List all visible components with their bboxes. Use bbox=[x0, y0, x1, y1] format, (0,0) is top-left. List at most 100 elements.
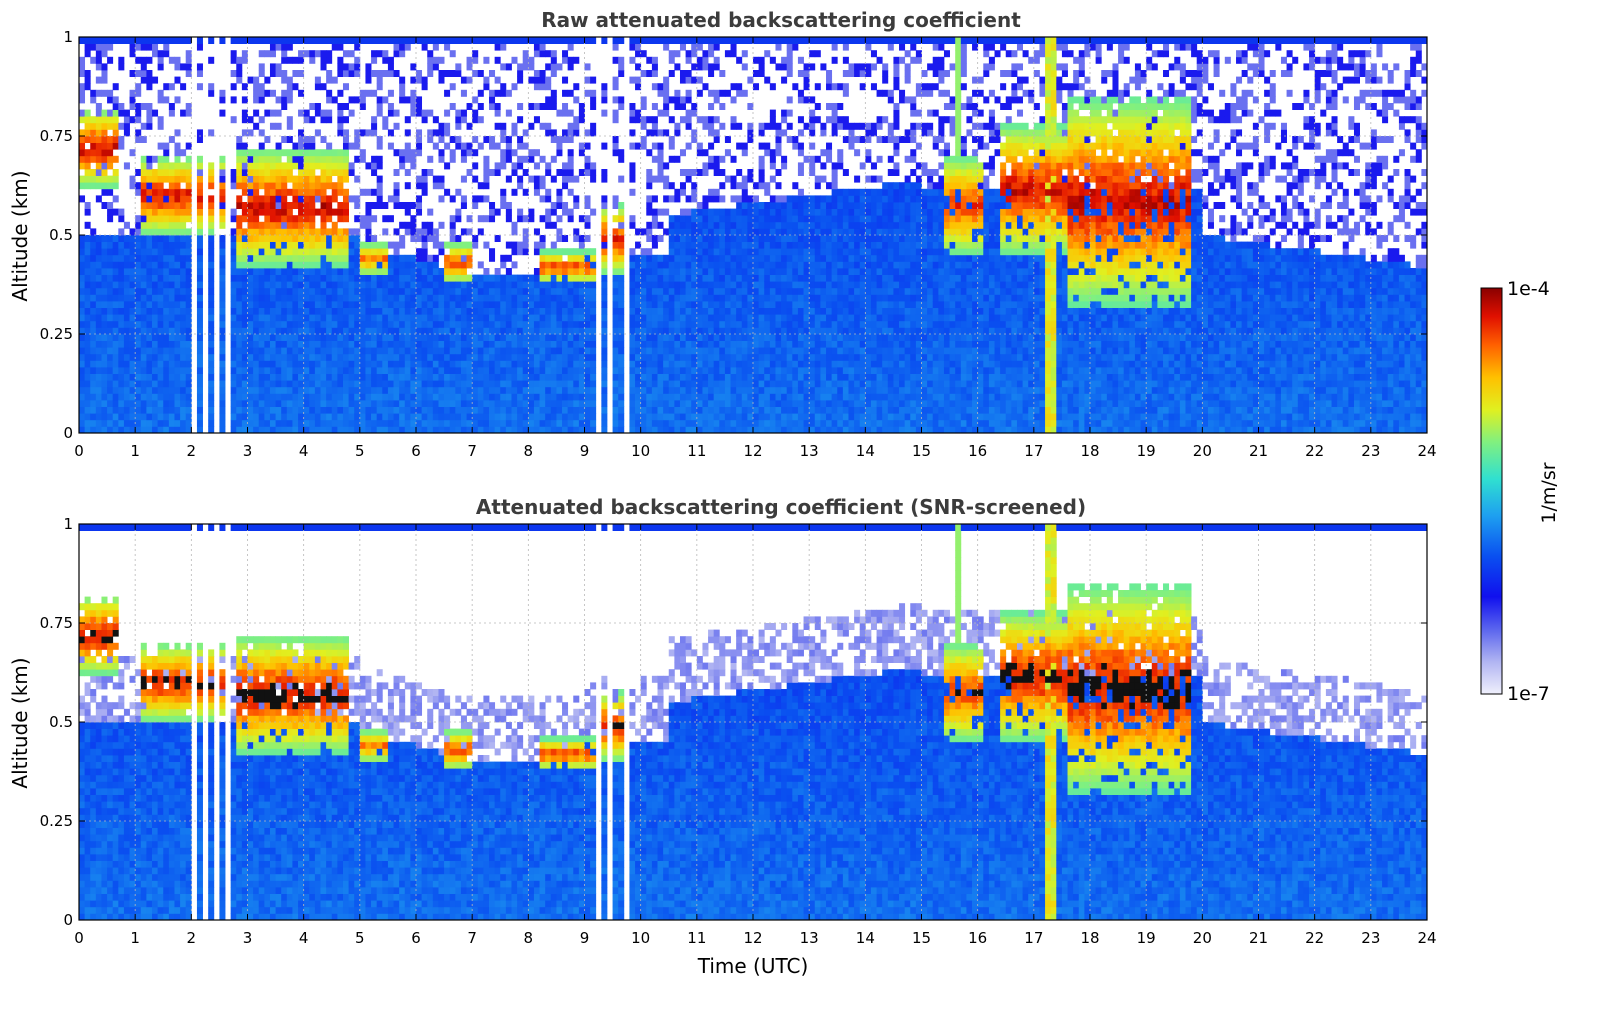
heatmap-cell bbox=[371, 156, 377, 163]
heatmap-cell bbox=[601, 327, 607, 334]
heatmap-cell bbox=[236, 288, 242, 295]
heatmap-cell bbox=[680, 334, 686, 341]
heatmap-cell bbox=[680, 301, 686, 308]
heatmap-cell bbox=[248, 209, 254, 216]
heatmap-cell bbox=[276, 261, 282, 268]
heatmap-cell bbox=[180, 37, 186, 44]
heatmap-cell bbox=[506, 37, 512, 44]
heatmap-cell bbox=[545, 308, 551, 315]
heatmap-cell bbox=[101, 347, 107, 354]
heatmap-cell bbox=[573, 57, 579, 64]
heatmap-cell bbox=[556, 281, 562, 288]
heatmap-cell bbox=[146, 209, 152, 216]
heatmap-cell bbox=[326, 209, 332, 216]
heatmap-cell bbox=[444, 301, 450, 308]
heatmap-cell bbox=[253, 255, 259, 262]
heatmap-cell bbox=[309, 288, 315, 295]
heatmap-cell bbox=[281, 374, 287, 381]
heatmap-cell bbox=[270, 195, 276, 202]
heatmap-cell bbox=[691, 255, 697, 262]
heatmap-cell bbox=[697, 288, 703, 295]
heatmap-cell bbox=[287, 393, 293, 400]
heatmap-cell bbox=[253, 202, 259, 209]
heatmap-cell bbox=[629, 261, 635, 268]
heatmap-cell bbox=[360, 393, 366, 400]
heatmap-cell bbox=[298, 374, 304, 381]
heatmap-cell bbox=[276, 288, 282, 295]
heatmap-cell bbox=[708, 242, 714, 249]
heatmap-cell bbox=[135, 334, 141, 341]
heatmap-cell bbox=[377, 426, 383, 433]
heatmap-cell bbox=[231, 209, 237, 216]
heatmap-cell bbox=[523, 50, 529, 57]
heatmap-cell bbox=[742, 327, 748, 334]
heatmap-cell bbox=[270, 149, 276, 156]
heatmap-cell bbox=[540, 182, 546, 189]
heatmap-cell bbox=[309, 334, 315, 341]
heatmap-cell bbox=[506, 314, 512, 321]
heatmap-cell bbox=[101, 169, 107, 176]
heatmap-cell bbox=[349, 393, 355, 400]
heatmap-cell bbox=[236, 268, 242, 275]
heatmap-cell bbox=[736, 301, 742, 308]
heatmap-cell bbox=[680, 288, 686, 295]
heatmap-cell bbox=[422, 354, 428, 361]
heatmap-cell bbox=[472, 176, 478, 183]
heatmap-cell bbox=[731, 242, 737, 249]
heatmap-cell bbox=[618, 420, 624, 427]
heatmap-cell bbox=[438, 182, 444, 189]
heatmap-cell bbox=[326, 77, 332, 84]
heatmap-cell bbox=[309, 242, 315, 249]
heatmap-cell bbox=[186, 242, 192, 249]
heatmap-cell bbox=[646, 116, 652, 123]
heatmap-cell bbox=[253, 314, 259, 321]
heatmap-cell bbox=[371, 301, 377, 308]
heatmap-cell bbox=[118, 103, 124, 110]
heatmap-cell bbox=[652, 380, 658, 387]
heatmap-cell bbox=[629, 407, 635, 414]
heatmap-cell bbox=[629, 380, 635, 387]
heatmap-cell bbox=[472, 202, 478, 209]
heatmap-cell bbox=[697, 413, 703, 420]
heatmap-cell bbox=[101, 235, 107, 242]
heatmap-cell bbox=[394, 374, 400, 381]
heatmap-cell bbox=[298, 347, 304, 354]
heatmap-cell bbox=[478, 334, 484, 341]
heatmap-cell bbox=[545, 281, 551, 288]
heatmap-cell bbox=[231, 242, 237, 249]
heatmap-cell bbox=[534, 367, 540, 374]
heatmap-cell bbox=[197, 327, 203, 334]
heatmap-cell bbox=[461, 149, 467, 156]
heatmap-cell bbox=[416, 413, 422, 420]
heatmap-cell bbox=[231, 182, 237, 189]
heatmap-cell bbox=[287, 261, 293, 268]
heatmap-cell bbox=[405, 255, 411, 262]
heatmap-cell bbox=[708, 354, 714, 361]
heatmap-cell bbox=[141, 156, 147, 163]
heatmap-cell bbox=[309, 281, 315, 288]
heatmap-cell bbox=[489, 136, 495, 143]
heatmap-cell bbox=[321, 294, 327, 301]
heatmap-cell bbox=[697, 407, 703, 414]
heatmap-cell bbox=[540, 308, 546, 315]
heatmap-cell bbox=[231, 308, 237, 315]
heatmap-cell bbox=[281, 176, 287, 183]
heatmap-cell bbox=[579, 294, 585, 301]
heatmap-cell bbox=[613, 57, 619, 64]
heatmap-cell bbox=[186, 301, 192, 308]
heatmap-cell bbox=[394, 387, 400, 394]
heatmap-cell bbox=[304, 275, 310, 282]
heatmap-cell bbox=[253, 393, 259, 400]
heatmap-cell bbox=[326, 360, 332, 367]
heatmap-cell bbox=[208, 387, 214, 394]
heatmap-cell bbox=[354, 215, 360, 222]
heatmap-cell bbox=[545, 374, 551, 381]
heatmap-cell bbox=[534, 426, 540, 433]
heatmap-cell bbox=[141, 235, 147, 242]
heatmap-cell bbox=[388, 334, 394, 341]
heatmap-cell bbox=[253, 400, 259, 407]
heatmap-cell bbox=[590, 380, 596, 387]
heatmap-cell bbox=[427, 301, 433, 308]
heatmap-cell bbox=[568, 123, 574, 130]
heatmap-cell bbox=[365, 242, 371, 249]
